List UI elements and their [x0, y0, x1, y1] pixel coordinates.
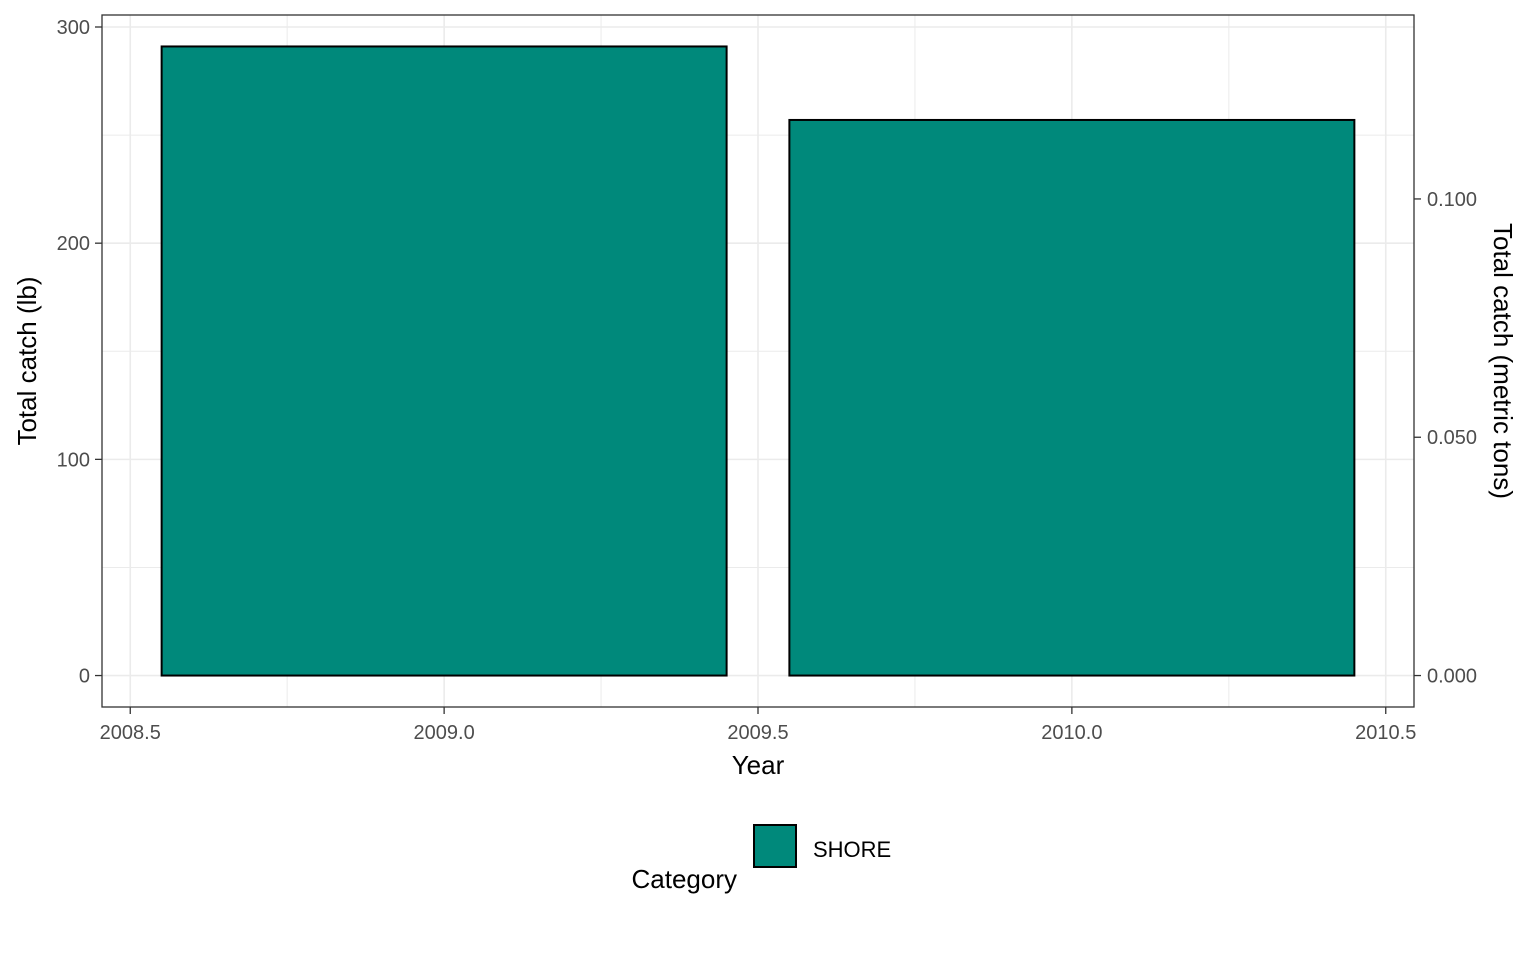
legend-label-shore: SHORE: [813, 837, 891, 862]
y-axis-title: Total catch (lb): [12, 276, 42, 445]
y-axis-left: 0 100 200 300: [57, 17, 102, 688]
x-tick-label: 2009.0: [414, 722, 475, 744]
y2-tick-label: 0.100: [1427, 189, 1477, 211]
y2-tick-label: 0.000: [1427, 666, 1477, 688]
y2-tick-label: 0.050: [1427, 427, 1477, 449]
x-tick-label: 2009.5: [727, 722, 788, 744]
y-tick-label: 0: [79, 666, 90, 688]
x-tick-label: 2010.0: [1041, 722, 1102, 744]
y-axis-right: 0.000 0.050 0.100: [1414, 189, 1477, 688]
legend: Category SHORE: [632, 824, 891, 894]
y-axis-right-title: Total catch (metric tons): [1488, 223, 1518, 499]
y-tick-label: 100: [57, 449, 90, 471]
x-axis-title: Year: [732, 750, 785, 780]
y-tick-label: 300: [57, 17, 90, 39]
bar-shore-2009.0: [160, 45, 728, 677]
bar-shore-2010.0: [788, 118, 1356, 677]
legend-title: Category: [632, 864, 738, 894]
bars-group: [160, 45, 1356, 677]
x-axis: 2008.5 2009.0 2009.5 2010.0 2010.5: [100, 707, 1416, 744]
legend-key-shore: [753, 824, 797, 868]
x-tick-label: 2010.5: [1355, 722, 1416, 744]
x-tick-label: 2008.5: [100, 722, 161, 744]
y-tick-label: 200: [57, 233, 90, 255]
